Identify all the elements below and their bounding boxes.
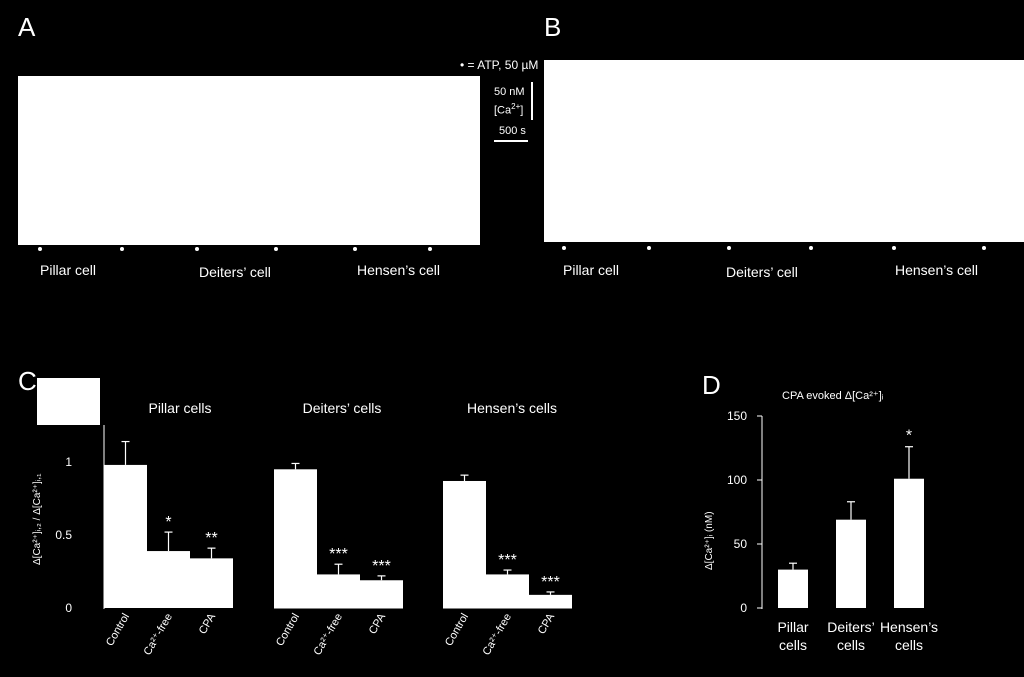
category-label: Hensen’s [880,619,938,635]
panel-c-inset-box [37,378,100,425]
panel-c-letter: C [18,366,37,396]
panel-b-label-pillar: Pillar cell [563,262,620,278]
atp-dot [195,247,199,251]
bar [443,480,486,608]
atp-dot [892,246,896,250]
bar [190,558,233,608]
atp-dot [647,246,651,250]
category-label: cells [895,637,923,653]
atp-dot [727,246,731,250]
atp-dot [809,246,813,250]
significance-label: ** [205,530,217,547]
chart-title: Deiters’ cells [303,400,382,416]
atp-dot [982,246,986,250]
scalebar-time-label: 500 s [499,125,526,137]
atp-legend: • = ATP, 50 µM [460,58,539,72]
bar [894,478,924,608]
significance-label: *** [372,558,391,575]
atp-dot [562,246,566,250]
panel-d-ytick: 150 [727,409,747,423]
bar [360,580,403,608]
scalebar-horizontal [494,140,528,142]
significance-label: *** [498,552,517,569]
chart-title: Hensen’s cells [467,400,557,416]
bar [836,519,866,608]
category-label: cells [837,637,865,653]
panel-d-ytick: 0 [740,601,747,615]
category-label: cells [779,637,807,653]
atp-dot [274,247,278,251]
bar [529,594,572,608]
atp-dot [428,247,432,251]
panel-b-letter: B [544,12,562,42]
scalebar-conc-label: 50 nM [494,86,525,98]
panel-a-label-hensen: Hensen’s cell [357,262,441,278]
chart-title: Pillar cells [148,400,211,416]
scalebar-ca-label: [Ca2+] [494,102,524,117]
bar [274,469,317,608]
panel-c-ytick: 0 [65,601,72,615]
atp-dot [353,247,357,251]
panel-c-ytick: 0.5 [55,528,72,542]
panel-a-label-deiters: Deiters’ cell [199,264,271,280]
panel-b-label-hensen: Hensen’s cell [895,262,979,278]
panel-d-letter: D [702,370,721,400]
atp-dot [120,247,124,251]
panel-a-label-pillar: Pillar cell [40,262,97,278]
bar [104,464,147,608]
bar [317,574,360,608]
atp-dot [38,247,42,251]
bar [486,574,529,608]
significance-label: *** [329,546,348,563]
category-label: Deiters’ [827,619,874,635]
category-label: Pillar [777,619,808,635]
panel-d-ytick: 50 [734,537,748,551]
significance-label: *** [541,574,560,591]
bar [147,551,190,608]
significance-label: * [906,428,912,445]
scalebar-vertical [531,82,533,120]
panel-b-label-deiters: Deiters’ cell [726,264,798,280]
panel-c-ytick: 1 [65,455,72,469]
panel-b-trace-area [544,60,1024,242]
bar [778,569,808,608]
panel-a-letter: A [18,12,36,42]
significance-label: * [165,514,171,531]
panel-a-trace-area [18,76,480,245]
panel-d-ytick: 100 [727,473,747,487]
panel-d-title: CPA evoked Δ[Ca²⁺]ᵢ [782,390,884,402]
